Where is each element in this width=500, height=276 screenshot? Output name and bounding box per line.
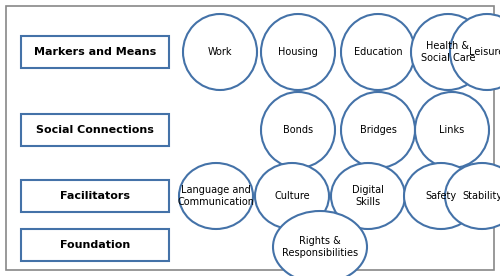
Ellipse shape — [331, 163, 405, 229]
Ellipse shape — [261, 14, 335, 90]
Text: Facilitators: Facilitators — [60, 191, 130, 201]
Text: Work: Work — [208, 47, 232, 57]
Text: Markers and Means: Markers and Means — [34, 47, 156, 57]
Text: Social Connections: Social Connections — [36, 125, 154, 135]
Text: Safety: Safety — [426, 191, 456, 201]
Ellipse shape — [411, 14, 485, 90]
Text: Bonds: Bonds — [283, 125, 313, 135]
Ellipse shape — [341, 14, 415, 90]
Ellipse shape — [183, 14, 257, 90]
FancyBboxPatch shape — [21, 114, 169, 146]
Text: Bridges: Bridges — [360, 125, 397, 135]
Text: Rights &
Responsibilities: Rights & Responsibilities — [282, 236, 358, 258]
Ellipse shape — [445, 163, 500, 229]
FancyBboxPatch shape — [21, 229, 169, 261]
FancyBboxPatch shape — [21, 36, 169, 68]
Text: Stability: Stability — [462, 191, 500, 201]
Ellipse shape — [261, 92, 335, 168]
FancyBboxPatch shape — [21, 180, 169, 212]
Ellipse shape — [450, 14, 500, 90]
Ellipse shape — [341, 92, 415, 168]
Text: Foundation: Foundation — [60, 240, 130, 250]
Ellipse shape — [179, 163, 253, 229]
Ellipse shape — [273, 211, 367, 276]
Text: Leisure: Leisure — [470, 47, 500, 57]
Text: Culture: Culture — [274, 191, 310, 201]
Text: Health &
Social Care: Health & Social Care — [421, 41, 475, 63]
Ellipse shape — [255, 163, 329, 229]
Ellipse shape — [415, 92, 489, 168]
Ellipse shape — [404, 163, 478, 229]
Text: Links: Links — [440, 125, 464, 135]
Text: Language and
Communication: Language and Communication — [178, 185, 254, 207]
Text: Housing: Housing — [278, 47, 318, 57]
Text: Digital
Skills: Digital Skills — [352, 185, 384, 207]
Text: Education: Education — [354, 47, 403, 57]
